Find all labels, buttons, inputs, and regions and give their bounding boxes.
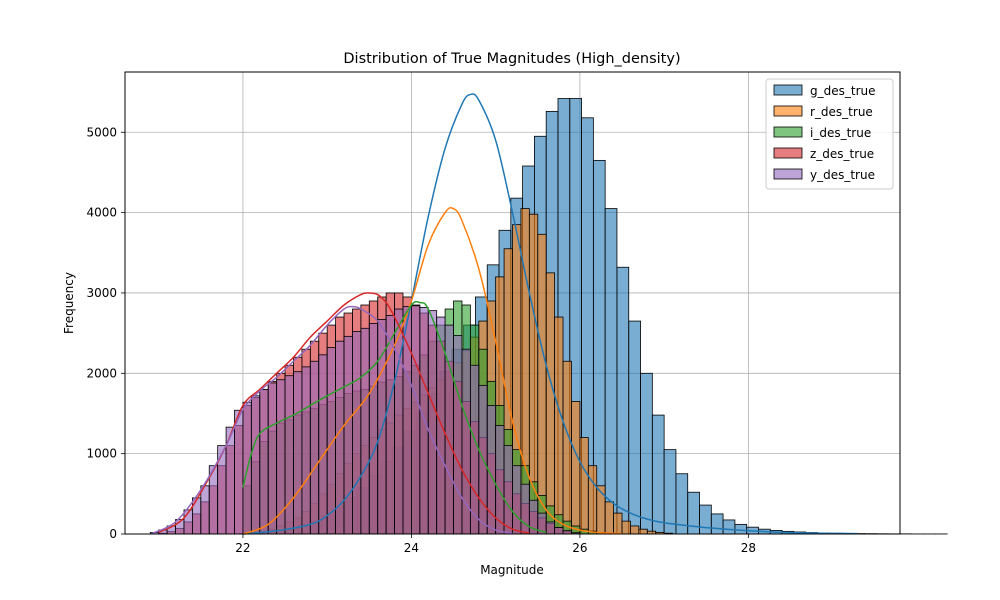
y-tick-label: 0 [109,527,117,541]
x-axis-label: Magnitude [480,563,544,577]
chart-title: Distribution of True Magnitudes (High_de… [343,51,680,67]
x-axis-ticks: 22 24 26 28 [235,534,756,555]
bar-y-des-true [427,310,438,535]
legend: g_des_true r_des_true i_des_true z_des_true… [765,78,894,190]
bar-r-des-true [562,360,572,535]
bar-r-des-true [604,501,614,535]
bar-y-des-true [309,360,320,535]
bar-y-des-true [267,382,278,535]
bar-y-des-true [284,375,294,535]
x-tick-label: 26 [572,541,587,555]
bar-y-des-true [461,348,471,535]
bar-y-des-true [453,335,463,535]
bar-y-des-true [402,306,412,535]
legend-swatch-i-des-true [773,126,803,138]
bar-y-des-true [234,409,244,535]
bar-g-des-true [734,523,748,535]
bar-y-des-true [469,364,480,535]
legend-swatch-r-des-true [773,105,803,117]
bar-r-des-true [571,401,581,535]
bar-r-des-true [545,272,556,535]
kde-line-z-des-true [158,292,530,534]
bar-y-des-true [343,335,353,535]
x-tick-label: 28 [741,541,756,555]
bar-g-des-true [640,372,653,535]
bar-g-des-true [687,491,700,535]
bar-r-des-true [554,316,564,535]
bar-r-des-true [579,437,589,535]
bar-y-des-true [360,327,370,535]
y-tick-label: 1000 [86,447,117,461]
kde-curves [149,93,858,535]
y-axis-ticks: 0 1000 2000 3000 4000 5000 [86,125,125,541]
bar-g-des-true [722,519,736,535]
legend-swatch-y-des-true [773,168,803,180]
bar-y-des-true [326,347,336,535]
legend-label-r-des-true: r_des_true [810,105,873,119]
legend-label-z-des-true: z_des_true [810,147,874,161]
bar-g-des-true [628,320,641,535]
bar-y-des-true [495,425,505,535]
bar-y-des-true [554,527,564,535]
y-tick-label: 5000 [86,125,117,139]
bar-g-des-true [651,414,665,535]
y-tick-label: 2000 [86,366,117,380]
bar-r-des-true [537,233,547,535]
bar-y-des-true [250,395,261,535]
legend-swatch-z-des-true [773,147,803,159]
bar-r-des-true [638,528,648,535]
y-axis-label: Frequency [62,272,76,334]
y-tick-label: 3000 [86,286,117,300]
bar-y-des-true [301,366,311,535]
bar-y-des-true [259,388,269,535]
kde-line-r-des-true [242,206,623,535]
bar-r-des-true [621,520,631,535]
y-tick-label: 4000 [86,206,117,220]
bar-g-des-true [710,513,724,535]
bar-g-des-true [699,504,712,535]
x-tick-label: 22 [235,541,250,555]
bar-y-des-true [276,379,286,535]
bar-y-des-true [352,331,362,535]
legend-label-g-des-true: g_des_true [810,84,876,98]
legend-swatch-g-des-true [773,84,803,96]
bar-y-des-true [512,465,522,535]
bar-g-des-true [604,208,618,535]
bar-y-des-true [293,371,303,535]
bar-y-des-true [411,305,421,535]
plot-frame [124,71,901,535]
bar-y-des-true [200,485,210,535]
bar-y-des-true [545,521,556,535]
bar-y-des-true [503,445,513,535]
kde-line-y-des-true [149,305,513,535]
bar-r-des-true [613,512,623,535]
bar-g-des-true [663,449,677,535]
x-tick-label: 24 [404,541,419,555]
bar-y-des-true [318,354,328,535]
bars-y-des-true [149,305,581,535]
bar-r-des-true [630,525,640,535]
legend-label-y-des-true: y_des_true [810,168,875,182]
bar-g-des-true [616,266,630,535]
kde-line-g-des-true [242,93,858,535]
bar-r-des-true [587,465,598,535]
kde-line-i-des-true [242,300,547,534]
legend-label-i-des-true: i_des_true [810,126,871,140]
bar-y-des-true [368,323,379,535]
